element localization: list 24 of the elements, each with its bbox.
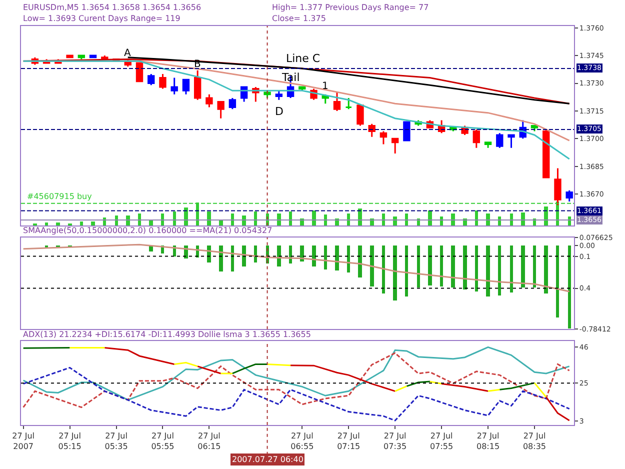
x-tick-label: 27 Jul 05:35 — [104, 432, 128, 451]
text: EURUSDm,M5 1.3654 1.3658 1.3654 1.3656 — [23, 3, 202, 12]
text: SMAAngle(50,0.15000000,2.0) 0.160000 ==MA(21) 0.054327 — [23, 226, 272, 235]
ref-line-label: #45607915 buy — [27, 192, 92, 201]
x-tick-label: 27 Jul 07:35 — [384, 432, 407, 451]
x-tick-label: 27 Jul 06:15 — [198, 432, 221, 451]
x-tick-label: 27 Jul 08:15 — [476, 432, 500, 451]
text: Close= 1.375 — [272, 14, 326, 23]
x-tick-label: 27 Jul 05:55 — [151, 432, 174, 451]
annotation: A — [124, 48, 131, 59]
x-tick-label: 27 Jul 08:35 — [522, 432, 546, 451]
annotation: Tail — [281, 71, 300, 84]
text: Low= 1.3693 Curent Days Range= 119 — [23, 14, 180, 23]
annotation: Line C — [286, 52, 320, 65]
text: High= 1.377 Previous Days Range= 77 — [272, 3, 429, 12]
x-tick-label: 27 Jul 06:55 — [290, 432, 314, 451]
x-tick-label: 27 Jul 2007 — [12, 432, 35, 451]
annotation: 1 — [322, 81, 328, 92]
text: ADX(13) 21.2234 +DI:15.6174 -DI:11.4993 Dollie lsma 3 1.3655 1.3655 — [23, 330, 311, 339]
ref-line-label: 2007.07.27 06:40 — [232, 455, 304, 464]
x-tick-label: 27 Jul 05:15 — [58, 432, 82, 451]
x-tick-label: 27 Jul 07:15 — [337, 432, 360, 451]
x-tick-label: 27 Jul 07:55 — [430, 432, 454, 451]
annotation: D — [275, 105, 284, 118]
